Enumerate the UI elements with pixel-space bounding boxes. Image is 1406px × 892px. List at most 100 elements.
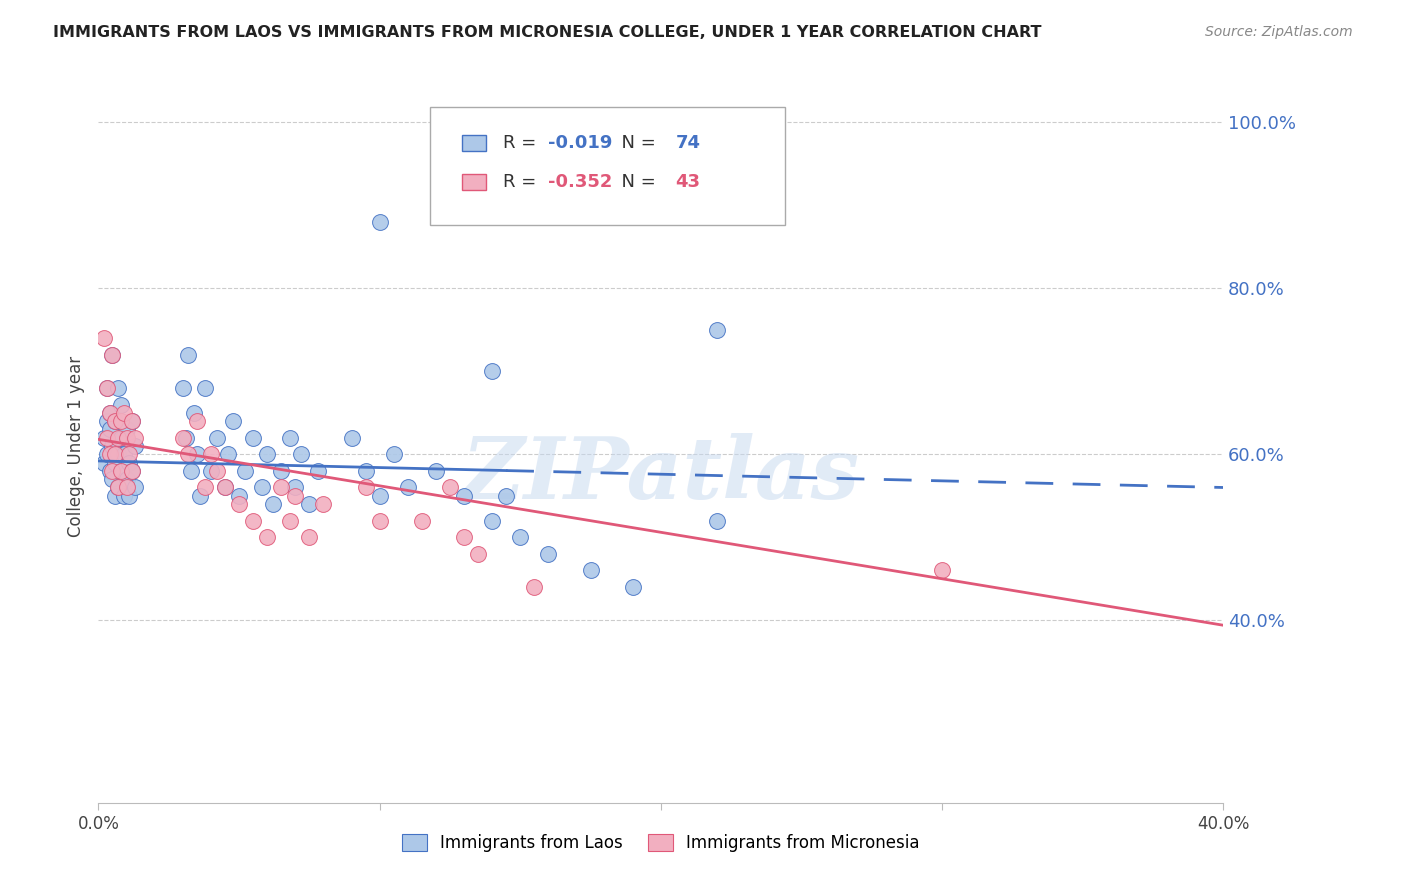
- Point: [96, 414, 118, 428]
- Point: [112, 447, 135, 461]
- Point: [194, 381, 217, 395]
- Point: [104, 414, 127, 428]
- Point: [214, 481, 236, 495]
- Point: [93, 456, 115, 470]
- Point: [112, 406, 135, 420]
- Point: [110, 397, 132, 411]
- Bar: [461, 135, 486, 151]
- Point: [96, 381, 118, 395]
- Point: [537, 547, 560, 561]
- Point: [124, 431, 146, 445]
- Point: [368, 489, 391, 503]
- Point: [112, 489, 135, 503]
- Point: [217, 447, 239, 461]
- Point: [439, 481, 461, 495]
- Point: [312, 497, 335, 511]
- Point: [121, 464, 143, 478]
- Point: [931, 564, 953, 578]
- Point: [228, 497, 250, 511]
- Point: [481, 364, 503, 378]
- Point: [453, 530, 475, 544]
- Text: N =: N =: [610, 134, 662, 152]
- Point: [101, 348, 124, 362]
- Text: Source: ZipAtlas.com: Source: ZipAtlas.com: [1205, 25, 1353, 39]
- Point: [340, 431, 363, 445]
- Point: [124, 439, 146, 453]
- Point: [101, 348, 124, 362]
- Point: [98, 406, 121, 420]
- Point: [256, 530, 278, 544]
- Point: [222, 414, 245, 428]
- Point: [121, 414, 143, 428]
- Bar: [461, 174, 486, 190]
- Point: [93, 431, 115, 445]
- Point: [101, 439, 124, 453]
- Point: [104, 414, 127, 428]
- Point: [118, 456, 141, 470]
- Text: N =: N =: [610, 173, 662, 191]
- Point: [107, 447, 129, 461]
- Point: [98, 464, 121, 478]
- Text: R =: R =: [503, 134, 543, 152]
- Point: [495, 489, 517, 503]
- Point: [115, 481, 138, 495]
- Point: [509, 530, 531, 544]
- Point: [481, 514, 503, 528]
- Point: [107, 381, 129, 395]
- Point: [256, 447, 278, 461]
- Point: [242, 431, 264, 445]
- Point: [110, 464, 132, 478]
- Text: -0.019: -0.019: [548, 134, 613, 152]
- Legend: Immigrants from Laos, Immigrants from Micronesia: Immigrants from Laos, Immigrants from Mi…: [395, 827, 927, 859]
- Point: [250, 481, 273, 495]
- Point: [228, 489, 250, 503]
- Point: [186, 447, 208, 461]
- Point: [115, 431, 138, 445]
- Point: [110, 414, 132, 428]
- Point: [98, 422, 121, 436]
- Point: [200, 447, 222, 461]
- Point: [467, 547, 489, 561]
- Point: [107, 431, 129, 445]
- Point: [194, 481, 217, 495]
- Point: [188, 489, 211, 503]
- Point: [233, 464, 256, 478]
- Text: R =: R =: [503, 173, 543, 191]
- Point: [270, 481, 292, 495]
- Point: [214, 481, 236, 495]
- Point: [115, 422, 138, 436]
- Point: [101, 472, 124, 486]
- Point: [93, 331, 115, 345]
- Point: [104, 456, 127, 470]
- Point: [121, 414, 143, 428]
- Point: [124, 481, 146, 495]
- Point: [118, 447, 141, 461]
- Point: [110, 431, 132, 445]
- Point: [368, 215, 391, 229]
- Point: [107, 481, 129, 495]
- Text: -0.352: -0.352: [548, 173, 613, 191]
- Point: [174, 431, 197, 445]
- Point: [298, 530, 321, 544]
- Text: ZIPatlas: ZIPatlas: [461, 433, 860, 516]
- Point: [172, 431, 194, 445]
- Point: [621, 580, 644, 594]
- Point: [172, 381, 194, 395]
- Point: [290, 447, 312, 461]
- Y-axis label: College, Under 1 year: College, Under 1 year: [66, 355, 84, 537]
- Point: [523, 580, 546, 594]
- Point: [453, 489, 475, 503]
- Point: [278, 431, 301, 445]
- Text: 74: 74: [675, 134, 700, 152]
- Point: [579, 564, 602, 578]
- Point: [382, 447, 405, 461]
- Point: [284, 481, 307, 495]
- Point: [177, 348, 200, 362]
- Point: [396, 481, 419, 495]
- Point: [354, 481, 377, 495]
- Point: [354, 464, 377, 478]
- Point: [307, 464, 329, 478]
- Point: [200, 464, 222, 478]
- Point: [98, 447, 121, 461]
- Point: [104, 447, 127, 461]
